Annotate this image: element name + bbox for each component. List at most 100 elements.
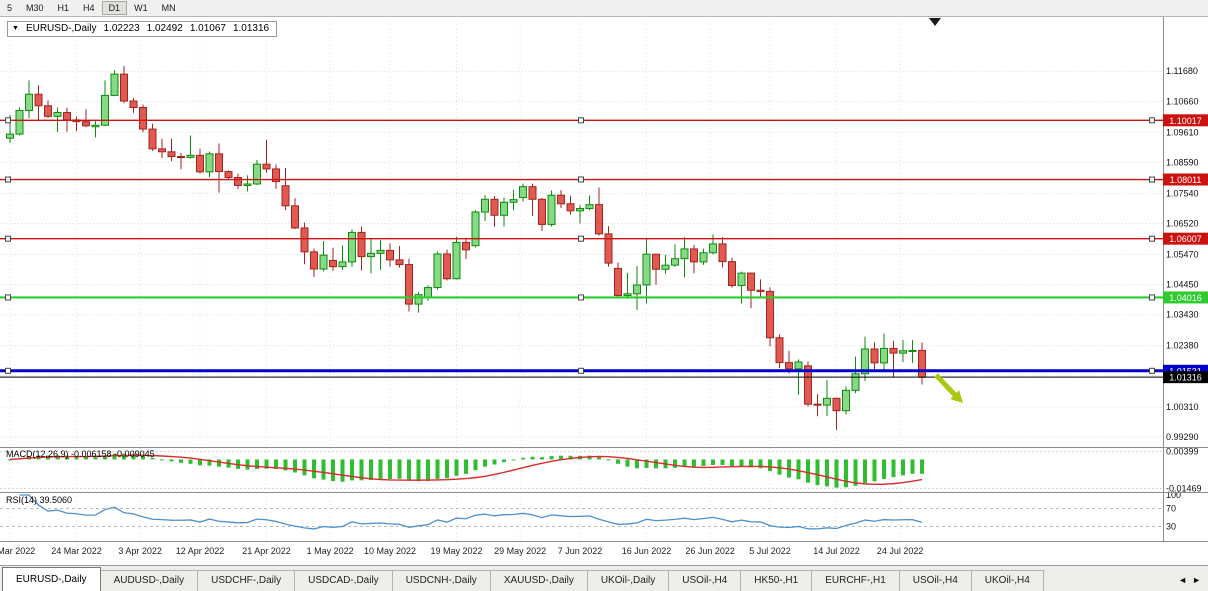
macd-histogram-bar [796, 459, 801, 480]
price-object-lines[interactable] [0, 117, 1163, 378]
macd-scale-label: -0.01469 [1166, 483, 1202, 493]
line-handle[interactable] [578, 294, 584, 301]
timeframe-button-H4[interactable]: H4 [83, 3, 95, 13]
macd-histogram-bar [388, 459, 392, 480]
macd-histogram-bar [483, 459, 487, 467]
line-handle[interactable] [1149, 235, 1155, 242]
time-scale[interactable]: 15 Mar 2022 24 Mar 2022 3 Apr 2022 12 Apr 2… [0, 546, 923, 556]
timeframe-button-H1[interactable]: H1 [57, 3, 70, 13]
price-scale-label: 1.05470 [1166, 250, 1199, 260]
rsi-panel: 100 70 30 [0, 490, 1181, 532]
symbol-tab[interactable]: USDCHF-,Daily [197, 570, 296, 591]
macd-histogram-bar [920, 459, 924, 474]
price-label-box [1163, 114, 1208, 127]
macd-histogram-bar [369, 459, 373, 480]
macd-histogram-bar [511, 459, 516, 461]
macd-histogram-bar [160, 459, 164, 461]
line-handle[interactable] [5, 235, 11, 242]
sell-arrow-icon[interactable] [934, 373, 963, 403]
line-handle[interactable] [578, 235, 584, 242]
chart-shift-marker-icon [929, 18, 941, 26]
macd-histogram-bar [188, 459, 193, 464]
macd-histogram-bar [302, 459, 307, 476]
line-handle[interactable] [1149, 294, 1155, 301]
timeframe-button-D1[interactable]: D1 [101, 1, 128, 15]
timeframe-button-W1[interactable]: W1 [134, 3, 148, 13]
symbol-tab[interactable]: EURUSD-,Daily [2, 567, 101, 591]
macd-histogram-bar [378, 459, 383, 480]
macd-histogram-bar [435, 459, 440, 479]
macd-histogram-bar [207, 459, 212, 466]
macd-histogram-bar [844, 459, 848, 488]
symbol-tab[interactable]: USDCAD-,Daily [294, 570, 393, 591]
tabs-scroll-right-button[interactable]: ► [1192, 575, 1201, 585]
macd-histogram-bar [264, 459, 269, 469]
macd-histogram-bar [502, 459, 506, 463]
line-handle[interactable] [5, 176, 11, 183]
line-handle[interactable] [5, 367, 11, 374]
symbol-tab[interactable]: USOil-,H4 [668, 570, 742, 591]
macd-histogram-bar [559, 455, 563, 460]
date-label: 21 Apr 2022 [242, 546, 291, 556]
symbol-tab[interactable]: UKOil-,Daily [586, 570, 670, 591]
line-handle[interactable] [1149, 176, 1155, 183]
date-label: 24 Mar 2022 [51, 546, 102, 556]
symbol-tab[interactable]: AUDUSD-,Daily [99, 570, 199, 591]
macd-histogram-bar [473, 459, 478, 471]
macd-histogram-bar [910, 459, 915, 474]
line-handle[interactable] [578, 367, 584, 374]
macd-histogram-bar [464, 459, 468, 474]
macd-histogram-bar [65, 455, 69, 460]
grid-lines [0, 16, 1163, 541]
date-label: 7 Jun 2022 [558, 546, 603, 556]
line-handle[interactable] [5, 117, 11, 124]
tabs-scroll-left-button[interactable]: ◄ [1178, 575, 1188, 585]
collapse-ohlc-icon[interactable]: ▼ [12, 24, 19, 32]
chart-symbol-label: EURUSD-,Daily [25, 23, 97, 34]
date-label: 24 Jul 2022 [877, 546, 924, 556]
symbol-tab[interactable]: USOil-,H4 [898, 570, 972, 591]
macd-histogram-bar [198, 459, 202, 466]
line-handle[interactable] [578, 176, 584, 183]
price-scale-label: 1.06520 [1166, 219, 1199, 229]
macd-histogram-bar [312, 459, 316, 479]
symbol-tab[interactable]: XAUUSD-,Daily [489, 570, 588, 591]
macd-histogram-bar [74, 456, 79, 460]
macd-histogram-bar [141, 455, 145, 460]
symbol-tab[interactable]: HK50-,H1 [740, 570, 813, 591]
timeframe-button-5[interactable]: 5 [7, 3, 13, 13]
macd-histogram-bar [834, 459, 839, 488]
price-scale-label: 1.00310 [1166, 402, 1199, 412]
price-label-text: 1.10017 [1169, 116, 1202, 126]
panel-dividers [0, 17, 1208, 542]
macd-histogram-bar [825, 459, 829, 487]
macd-histogram-bar [730, 459, 734, 467]
symbol-tab[interactable]: USDCNH-,Daily [391, 570, 491, 591]
macd-histogram-bar [806, 459, 810, 483]
timeframe-button-M30[interactable]: M30 [26, 3, 44, 13]
macd-histogram-bar [654, 459, 658, 469]
macd-histogram-bar [150, 457, 155, 460]
macd-label: MACD(12,26,9) -0.006158 -0.009045 [6, 449, 155, 459]
macd-histogram-bar [597, 457, 601, 460]
macd-histogram-bar [901, 459, 905, 476]
line-handle[interactable] [1149, 117, 1155, 124]
price-scale-label: 1.03430 [1166, 310, 1199, 320]
line-handle[interactable] [578, 117, 584, 124]
date-label: 3 Apr 2022 [118, 546, 162, 556]
macd-histogram-bar [739, 459, 744, 467]
line-handle[interactable] [5, 294, 11, 301]
macd-histogram-bar [340, 459, 345, 482]
macd-histogram-bar [321, 459, 326, 480]
macd-histogram-bar [103, 455, 107, 460]
macd-histogram-bar [768, 459, 772, 472]
symbol-tab[interactable]: UKOil-,H4 [970, 570, 1044, 591]
line-handle[interactable] [1149, 367, 1155, 374]
macd-histogram-bar [397, 459, 402, 479]
macd-histogram-bar [350, 459, 354, 481]
macd-histogram-bar [84, 456, 88, 460]
macd-histogram-bar [720, 459, 725, 465]
macd-histogram-bar [872, 459, 877, 482]
symbol-tab[interactable]: EURCHF-,H1 [811, 570, 900, 591]
timeframe-button-MN[interactable]: MN [161, 3, 176, 13]
